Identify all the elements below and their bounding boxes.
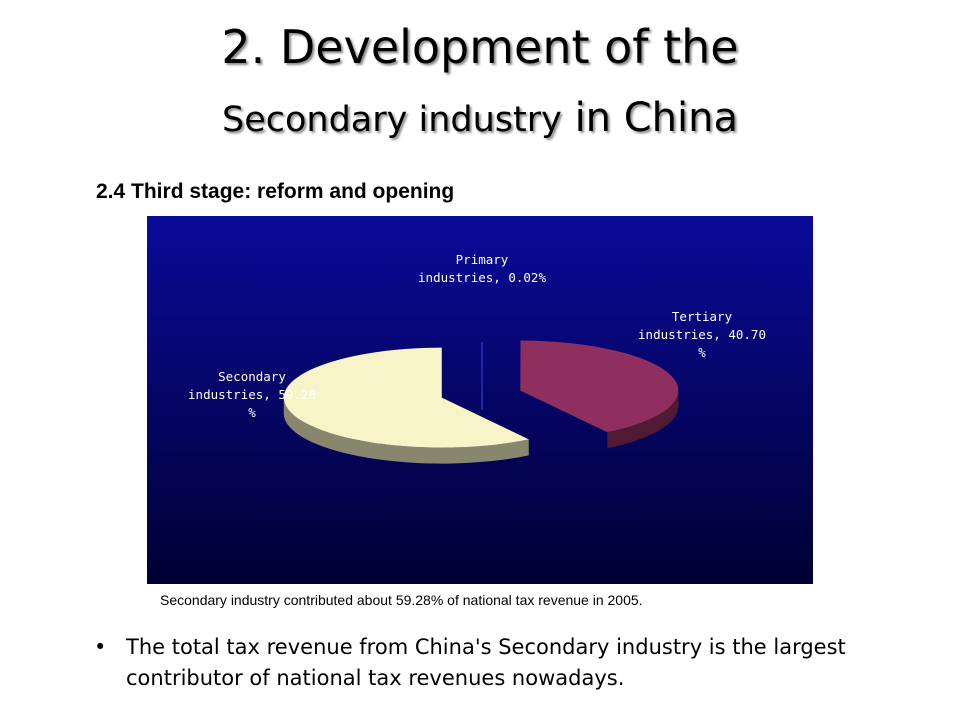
slide-subtitle: 2.4 Third stage: reform and opening — [96, 180, 455, 203]
pie-label-secondary: Secondary industries, 59.28% — [188, 369, 316, 420]
pie-chart: Primary industries, 0.02% Tertiary industri… — [147, 216, 813, 584]
bullet-text: The total tax revenue from China's Secon… — [126, 635, 846, 690]
pie-label-line: industries, 0.02% — [418, 270, 546, 285]
pie-label-line: industries, 59.28 — [188, 387, 316, 402]
pie-label-tertiary: Tertiary industries, 40.70% — [638, 309, 766, 360]
bullet-dot: • — [94, 635, 107, 659]
pie-slice-secondary — [283, 347, 529, 464]
chart-background — [147, 216, 813, 584]
pie-label-line: % — [698, 345, 706, 360]
pie-label-line: industries, 40.70 — [638, 327, 766, 342]
slide-title-line1: 2. Development of the — [221, 20, 739, 74]
pie-label-line: Primary — [456, 252, 509, 267]
pie-label-primary: Primary industries, 0.02% — [418, 252, 546, 285]
slide-title-part-secondary: Secondary industry — [221, 100, 562, 140]
pie-label-line: Secondary — [218, 369, 286, 384]
pie-label-line: % — [248, 405, 256, 420]
slide-title-part-china: in China — [574, 95, 738, 141]
pie-label-line: Tertiary — [672, 309, 733, 324]
pie-chart-svg: Primary industries, 0.02% Tertiary industri… — [147, 216, 813, 584]
slide-title-line2: Secondary industry in China — [0, 95, 960, 141]
chart-caption: Secondary industry contributed about 59.… — [160, 592, 643, 608]
pie-slice-tertiary — [520, 340, 679, 449]
